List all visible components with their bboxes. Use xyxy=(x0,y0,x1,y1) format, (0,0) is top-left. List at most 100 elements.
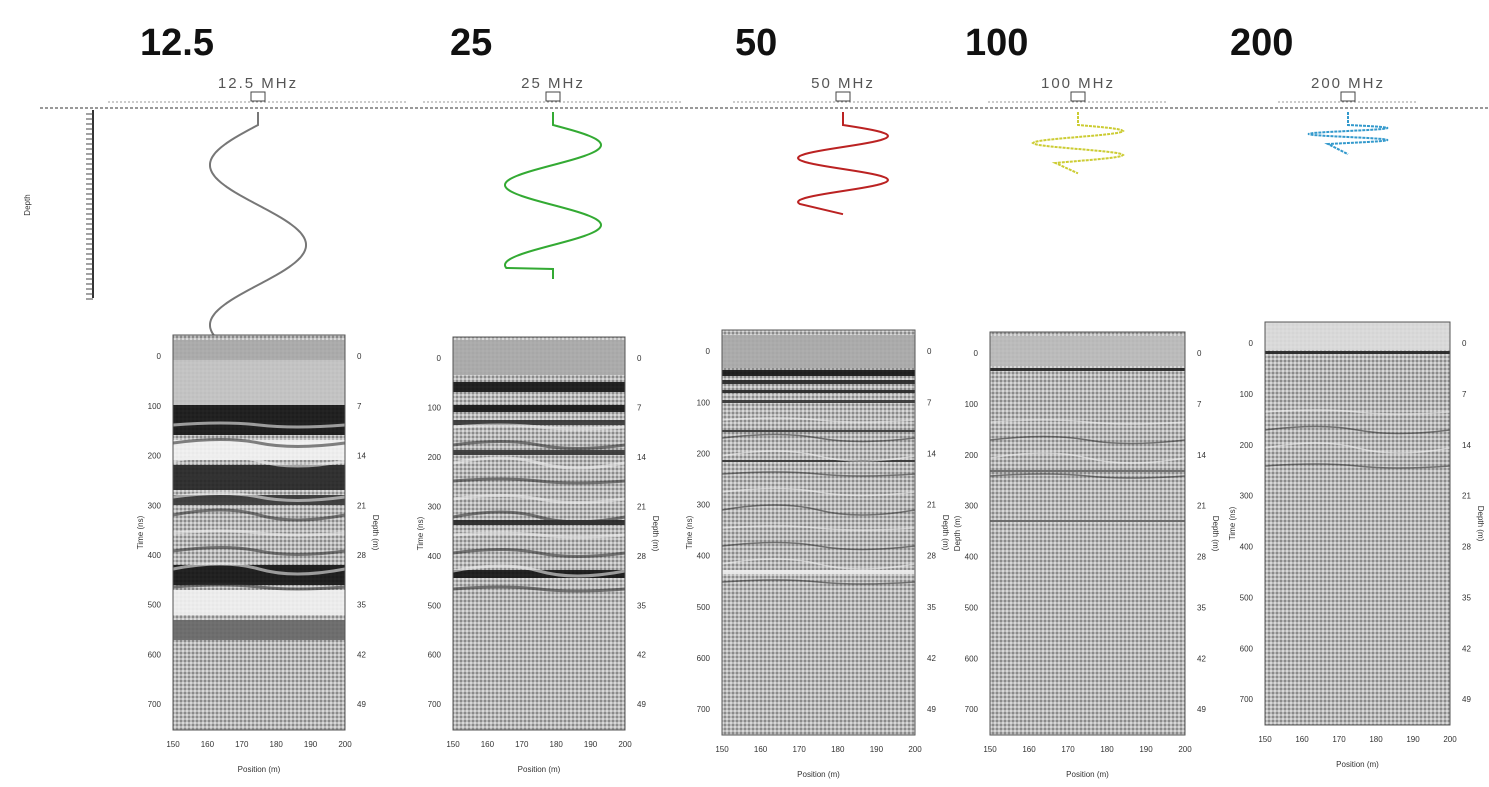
y-tick-label: 200 xyxy=(428,453,442,462)
reflector xyxy=(1265,322,1450,350)
x-tick-label: 160 xyxy=(754,745,768,754)
y2-tick-label: 7 xyxy=(1197,400,1202,409)
wavelet-label: 12.5 MHz xyxy=(218,75,298,92)
x-tick-label: 180 xyxy=(831,745,845,754)
frequency-heading: 100 xyxy=(965,22,1028,64)
x-tick-label: 200 xyxy=(338,740,352,749)
x-axis-label: Position (m) xyxy=(518,765,561,774)
y-tick-label: 0 xyxy=(706,347,711,356)
reflector xyxy=(173,620,345,640)
y-tick-label: 600 xyxy=(148,650,162,659)
y-tick-label: 400 xyxy=(1240,543,1254,552)
y2-tick-label: 14 xyxy=(1197,451,1206,460)
y2-tick-label: 28 xyxy=(637,552,646,561)
y-tick-label: 500 xyxy=(148,601,162,610)
wavelet xyxy=(1033,112,1123,173)
x-tick-label: 160 xyxy=(1295,735,1309,744)
y2-tick-label: 14 xyxy=(357,452,366,461)
x-tick-label: 160 xyxy=(1022,745,1036,754)
radargram xyxy=(1265,322,1450,725)
y-tick-label: 300 xyxy=(148,501,162,510)
y-tick-label: 500 xyxy=(697,603,711,612)
y-tick-label: 300 xyxy=(1240,492,1254,501)
figure: Depth 12.512.5 MHz0010072001430021400285… xyxy=(0,0,1489,787)
y-tick-label: 700 xyxy=(428,700,442,709)
wavelet-label: 50 MHz xyxy=(811,75,875,92)
y2-tick-label: 35 xyxy=(927,603,936,612)
y2-tick-label: 42 xyxy=(357,650,366,659)
y-tick-label: 700 xyxy=(697,705,711,714)
y2-axis-label: Depth (m) xyxy=(941,515,950,551)
reflector xyxy=(453,340,625,375)
wavelet-label: 100 MHz xyxy=(1041,75,1115,92)
reflector xyxy=(722,400,915,403)
y2-tick-label: 0 xyxy=(357,352,362,361)
reflector xyxy=(173,590,345,615)
y-tick-label: 100 xyxy=(697,398,711,407)
y2-tick-label: 21 xyxy=(1462,492,1471,501)
y2-tick-label: 49 xyxy=(927,705,936,714)
y-tick-label: 500 xyxy=(1240,593,1254,602)
radargram xyxy=(722,330,915,735)
wavelet-marker xyxy=(1341,92,1355,101)
reflector xyxy=(453,382,625,392)
y2-tick-label: 21 xyxy=(1197,502,1206,511)
x-axis-label: Position (m) xyxy=(1336,760,1379,769)
radargram xyxy=(453,337,625,730)
x-tick-label: 180 xyxy=(1100,745,1114,754)
y2-tick-label: 49 xyxy=(1462,695,1471,704)
y2-tick-label: 42 xyxy=(1462,644,1471,653)
reflector xyxy=(1265,351,1450,354)
reflector xyxy=(722,570,915,574)
x-tick-label: 170 xyxy=(235,740,249,749)
y2-tick-label: 21 xyxy=(637,502,646,511)
wavelet-marker xyxy=(1071,92,1085,101)
y2-tick-label: 49 xyxy=(637,700,646,709)
wavelet xyxy=(505,112,601,279)
x-tick-label: 170 xyxy=(515,740,529,749)
y-axis-label: Time (ns) xyxy=(685,515,694,549)
y-tick-label: 300 xyxy=(697,501,711,510)
x-tick-label: 190 xyxy=(1406,735,1420,744)
x-tick-label: 150 xyxy=(1258,735,1272,744)
y-tick-label: 600 xyxy=(697,654,711,663)
y-tick-label: 200 xyxy=(1240,441,1254,450)
y2-tick-label: 35 xyxy=(637,601,646,610)
x-tick-label: 190 xyxy=(1139,745,1153,754)
y-tick-label: 100 xyxy=(1240,390,1254,399)
x-axis-label: Position (m) xyxy=(238,765,281,774)
y2-tick-label: 7 xyxy=(357,402,362,411)
reflector xyxy=(990,470,1185,472)
y-tick-label: 500 xyxy=(428,601,442,610)
y2-tick-label: 0 xyxy=(1197,349,1202,358)
wavelet-marker xyxy=(836,92,850,101)
x-axis-label: Position (m) xyxy=(797,770,840,779)
reflector xyxy=(453,450,625,455)
x-tick-label: 150 xyxy=(446,740,460,749)
reflector xyxy=(722,380,915,384)
reflector xyxy=(173,360,345,405)
y2-tick-label: 49 xyxy=(357,700,366,709)
reflector xyxy=(453,405,625,412)
y2-tick-label: 7 xyxy=(637,404,642,413)
y2-tick-label: 7 xyxy=(927,398,932,407)
y-axis-label: Time (ns) xyxy=(1228,506,1237,540)
y-tick-label: 400 xyxy=(965,553,979,562)
y2-tick-label: 21 xyxy=(927,501,936,510)
x-tick-label: 190 xyxy=(584,740,598,749)
y2-tick-label: 42 xyxy=(1197,654,1206,663)
x-tick-label: 160 xyxy=(481,740,495,749)
y2-tick-label: 49 xyxy=(1197,705,1206,714)
y2-tick-label: 14 xyxy=(927,449,936,458)
y-tick-label: 700 xyxy=(148,700,162,709)
x-tick-label: 180 xyxy=(1369,735,1383,744)
y-axis-label: Time (ns) xyxy=(416,516,425,550)
wavelet-marker xyxy=(251,92,265,101)
reflector xyxy=(173,405,345,435)
wavelet xyxy=(1308,112,1388,154)
y-tick-label: 100 xyxy=(965,400,979,409)
radargram xyxy=(173,335,345,730)
wavelet xyxy=(798,112,888,214)
y-tick-label: 500 xyxy=(965,603,979,612)
x-tick-label: 180 xyxy=(270,740,284,749)
